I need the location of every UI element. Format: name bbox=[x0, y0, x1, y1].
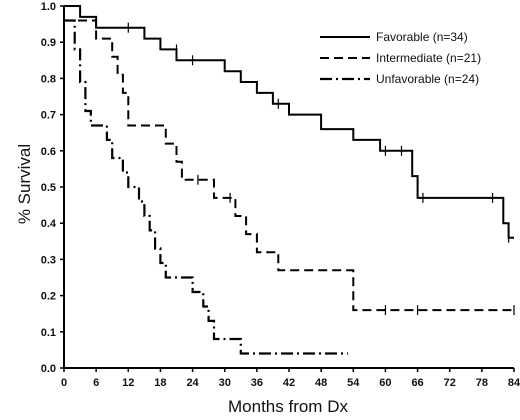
x-tick-label: 18 bbox=[154, 377, 166, 389]
x-tick-label: 30 bbox=[219, 377, 231, 389]
series-layer bbox=[64, 5, 515, 355]
legend-label: Unfavorable (n=24) bbox=[376, 72, 479, 86]
x-tick-label: 54 bbox=[347, 377, 360, 389]
y-tick-label: 0.5 bbox=[41, 182, 56, 194]
x-tick-label: 0 bbox=[61, 377, 67, 389]
x-axis-title: Months from Dx bbox=[228, 397, 348, 416]
x-tick-label: 66 bbox=[411, 377, 423, 389]
y-tick-label: 0.8 bbox=[41, 73, 56, 85]
y-tick-label: 0.6 bbox=[41, 146, 56, 158]
axes: 0 6 12 18 24 30 36 42 48 54 60 66 72 78 84 0.0 0.1 0.2 0.3… bbox=[41, 1, 520, 389]
series-line-dashdot bbox=[64, 19, 348, 355]
y-tick-label: 1.0 bbox=[41, 1, 56, 13]
x-tick-label: 84 bbox=[508, 377, 520, 389]
y-axis-title: % Survival bbox=[15, 144, 34, 224]
legend-label: Intermediate (n=21) bbox=[376, 51, 481, 65]
x-tick-label: 12 bbox=[122, 377, 134, 389]
y-tick-label: 0.0 bbox=[41, 363, 56, 375]
y-tick-label: 0.2 bbox=[41, 291, 56, 303]
y-tick-label: 0.9 bbox=[41, 37, 56, 49]
series-line-solid bbox=[64, 5, 514, 239]
y-tick-label: 0.1 bbox=[41, 327, 56, 339]
y-tick-label: 0.4 bbox=[41, 218, 57, 230]
y-tick-label: 0.7 bbox=[41, 110, 56, 122]
series-line-dashed bbox=[64, 19, 514, 312]
x-tick-label: 6 bbox=[93, 377, 99, 389]
x-tick-label: 24 bbox=[186, 377, 199, 389]
legend-label: Favorable (n=34) bbox=[376, 30, 468, 44]
x-tick-label: 60 bbox=[379, 377, 391, 389]
x-tick-label: 42 bbox=[283, 377, 295, 389]
y-tick-label: 0.3 bbox=[41, 254, 56, 266]
x-tick-label: 72 bbox=[444, 377, 456, 389]
x-tick-label: 78 bbox=[476, 377, 488, 389]
legend: Favorable (n=34) Intermediate (n=21) Unfav… bbox=[320, 30, 481, 86]
x-tick-label: 36 bbox=[251, 377, 263, 389]
x-tick-label: 48 bbox=[315, 377, 327, 389]
